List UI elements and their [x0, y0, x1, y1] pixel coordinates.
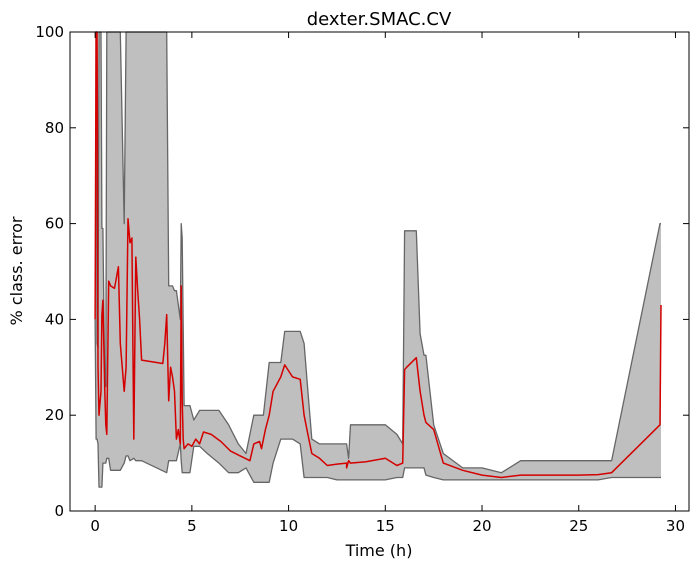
y-tick-label: 80	[45, 119, 64, 137]
x-tick-label: 10	[279, 517, 298, 535]
x-tick-label: 15	[376, 517, 395, 535]
plot-frame	[69, 31, 690, 512]
x-tick-label: 20	[472, 517, 491, 535]
band-fill	[95, 32, 662, 488]
x-axis-label: Time (h)	[345, 541, 413, 560]
y-axis-label: % class. error	[7, 216, 26, 325]
y-tick-label: 0	[54, 502, 64, 520]
y-tick-label: 20	[45, 406, 64, 424]
band-lower-edge	[94, 319, 661, 488]
x-tick-label: 30	[666, 517, 685, 535]
y-tick-label: 60	[45, 215, 64, 233]
x-tick-label: 25	[569, 517, 588, 535]
y-tick-label: 40	[45, 310, 64, 328]
x-tick-label: 5	[187, 517, 197, 535]
axis-ticks: 0 5 10 15 20 25 30 0 20 40 60 80 100	[35, 23, 689, 535]
x-tick-label: 0	[90, 517, 100, 535]
plot-area	[94, 31, 662, 488]
chart-title: dexter.SMAC.CV	[307, 9, 452, 30]
mean-line	[94, 31, 662, 479]
y-tick-label: 100	[35, 23, 64, 41]
